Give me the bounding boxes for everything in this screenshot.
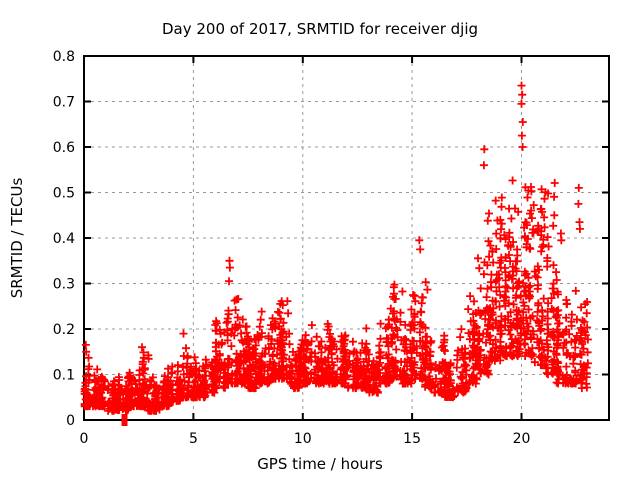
y-tick-label: 0.6 [53,140,75,156]
x-axis-label: GPS time / hours [257,455,383,473]
y-tick-label: 0 [66,413,75,429]
y-tick-label: 0.1 [53,368,75,384]
chart-title: Day 200 of 2017, SRMTID for receiver dji… [161,20,479,38]
y-tick-label: 0.7 [53,95,75,111]
x-tick-label: 0 [80,431,89,447]
y-tick-label: 0.8 [53,49,75,65]
x-tick-label: 15 [403,431,421,447]
scatter-points [80,81,592,415]
y-tick-label: 0.3 [53,277,75,293]
x-tick-label: 20 [513,431,531,447]
x-tick-label: 5 [189,431,198,447]
y-tick-label: 0.5 [53,186,75,202]
y-tick-label: 0.2 [53,322,75,338]
y-tick-label: 0.4 [53,231,75,247]
x-tick-label: 10 [294,431,312,447]
zero-marker [121,414,128,426]
